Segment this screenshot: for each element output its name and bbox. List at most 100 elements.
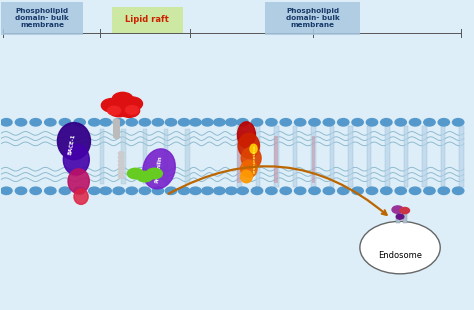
Circle shape — [114, 119, 119, 122]
Circle shape — [114, 128, 119, 131]
Ellipse shape — [240, 160, 257, 177]
Circle shape — [122, 97, 143, 111]
Ellipse shape — [64, 144, 89, 175]
Circle shape — [45, 187, 56, 194]
Circle shape — [178, 187, 190, 194]
Circle shape — [366, 187, 378, 194]
Bar — [237, 136, 241, 183]
Circle shape — [165, 187, 177, 194]
Text: Phospholipid
domain- bulk
membrane: Phospholipid domain- bulk membrane — [15, 8, 69, 29]
Circle shape — [114, 129, 119, 133]
Circle shape — [114, 122, 119, 126]
Bar — [143, 129, 147, 184]
Circle shape — [0, 187, 12, 194]
Circle shape — [360, 221, 440, 274]
Circle shape — [15, 119, 27, 126]
Bar — [100, 129, 104, 184]
Ellipse shape — [241, 147, 261, 169]
FancyBboxPatch shape — [265, 2, 360, 35]
Circle shape — [202, 187, 213, 194]
Bar — [441, 126, 446, 188]
Text: α-secretase: α-secretase — [253, 144, 257, 173]
Bar — [274, 136, 278, 183]
Bar — [164, 129, 168, 184]
Circle shape — [453, 187, 464, 194]
Circle shape — [100, 187, 111, 194]
Circle shape — [309, 187, 320, 194]
Circle shape — [323, 187, 335, 194]
Circle shape — [251, 187, 263, 194]
Circle shape — [114, 131, 119, 135]
Circle shape — [237, 119, 248, 126]
Circle shape — [126, 106, 139, 114]
Bar — [403, 126, 408, 188]
Circle shape — [118, 163, 124, 167]
Circle shape — [266, 119, 277, 126]
Circle shape — [438, 119, 449, 126]
Text: Lipid raft: Lipid raft — [125, 16, 169, 24]
Bar — [396, 210, 400, 223]
Circle shape — [126, 187, 137, 194]
Circle shape — [114, 124, 119, 128]
Circle shape — [190, 187, 201, 194]
Circle shape — [410, 187, 421, 194]
Ellipse shape — [238, 133, 259, 158]
Circle shape — [294, 119, 306, 126]
Circle shape — [119, 104, 140, 117]
Circle shape — [438, 187, 449, 194]
Bar — [385, 126, 390, 188]
Circle shape — [424, 119, 435, 126]
Circle shape — [89, 187, 100, 194]
Circle shape — [128, 168, 144, 179]
Bar — [185, 129, 190, 184]
Circle shape — [137, 171, 153, 182]
Circle shape — [226, 187, 237, 194]
Circle shape — [146, 168, 162, 179]
Bar — [422, 126, 427, 188]
Circle shape — [118, 155, 124, 159]
Circle shape — [337, 119, 349, 126]
Circle shape — [118, 152, 124, 155]
Circle shape — [59, 119, 71, 126]
Circle shape — [108, 106, 121, 115]
Circle shape — [112, 92, 133, 106]
Circle shape — [89, 119, 100, 126]
Ellipse shape — [57, 122, 91, 160]
Circle shape — [400, 207, 410, 214]
Circle shape — [226, 119, 237, 126]
Bar — [121, 129, 126, 184]
Circle shape — [152, 119, 164, 126]
Circle shape — [101, 99, 122, 112]
Circle shape — [381, 119, 392, 126]
Circle shape — [396, 214, 404, 219]
Bar — [274, 126, 279, 188]
Circle shape — [392, 206, 403, 213]
Circle shape — [352, 119, 363, 126]
Circle shape — [114, 121, 119, 124]
Circle shape — [30, 119, 41, 126]
Circle shape — [395, 187, 406, 194]
Circle shape — [118, 175, 124, 179]
Ellipse shape — [237, 122, 255, 148]
Circle shape — [214, 119, 225, 126]
Circle shape — [395, 119, 406, 126]
Circle shape — [100, 119, 111, 126]
Circle shape — [294, 187, 306, 194]
Text: Presenilin: Presenilin — [155, 155, 163, 183]
Circle shape — [30, 187, 41, 194]
Circle shape — [190, 119, 201, 126]
Bar — [329, 126, 334, 188]
Circle shape — [126, 119, 137, 126]
Circle shape — [118, 159, 124, 163]
Circle shape — [113, 119, 124, 126]
Text: BACE-1: BACE-1 — [67, 133, 76, 155]
Circle shape — [139, 119, 151, 126]
Circle shape — [114, 133, 119, 137]
Bar — [311, 126, 316, 188]
FancyArrowPatch shape — [169, 166, 387, 215]
Circle shape — [74, 119, 85, 126]
FancyBboxPatch shape — [0, 2, 83, 35]
Circle shape — [237, 187, 248, 194]
Circle shape — [352, 187, 363, 194]
Circle shape — [59, 187, 71, 194]
